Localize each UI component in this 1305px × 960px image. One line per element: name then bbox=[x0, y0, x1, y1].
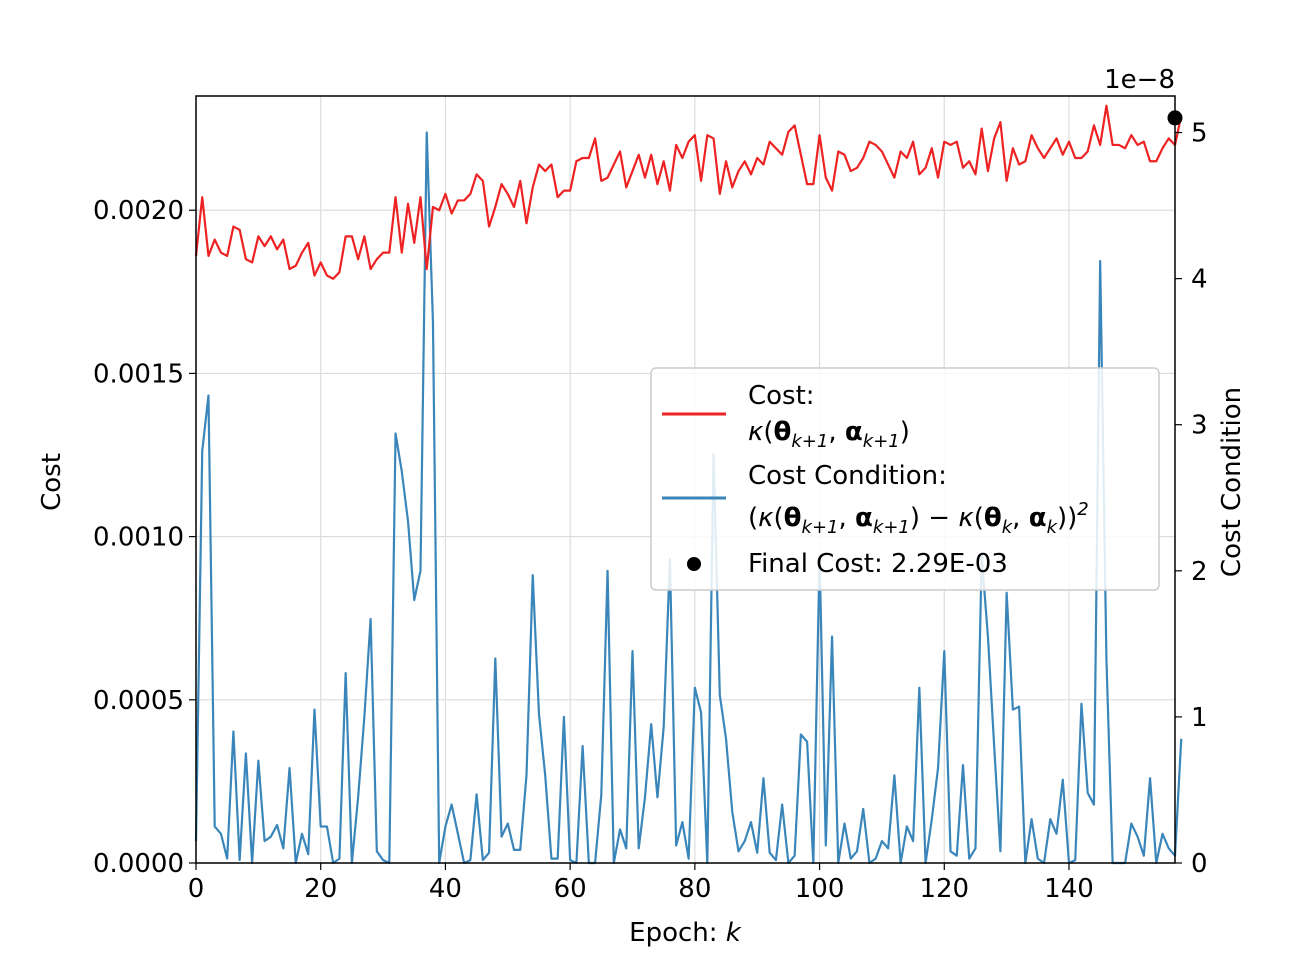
legend-swatch-final bbox=[687, 557, 701, 571]
cost-series bbox=[194, 104, 1183, 280]
x-tick-label: 140 bbox=[1044, 874, 1094, 904]
y-axis-title-right: Cost Condition bbox=[1217, 387, 1247, 577]
y-left-tick-label: 0.0005 bbox=[93, 686, 184, 716]
legend-box bbox=[650, 367, 1160, 591]
axis-ticks: 0 20 40 60 80 100 120 1400.00000.00050.00100.00… bbox=[93, 119, 1208, 904]
y-right-tick-label: 1 bbox=[1191, 703, 1208, 733]
legend-condition-formula: (κ(θk+1, αk+1) − κ(θk, αk))2 bbox=[748, 499, 1089, 538]
x-tick-label: 120 bbox=[919, 874, 969, 904]
x-tick-label: 0 bbox=[188, 874, 205, 904]
final-cost-marker bbox=[1167, 110, 1183, 126]
y-left-tick-label: 0.0020 bbox=[93, 196, 184, 226]
y-left-tick-label: 0.0015 bbox=[93, 359, 184, 389]
plot-frame bbox=[195, 95, 1176, 864]
y-right-tick-label: 4 bbox=[1191, 265, 1208, 295]
legend-cost-title: Cost: bbox=[748, 381, 815, 411]
y-right-tick-label: 5 bbox=[1191, 119, 1208, 149]
y-left-tick-label: 0.0000 bbox=[93, 849, 184, 879]
x-tick-label: 60 bbox=[554, 874, 587, 904]
legend: Cost: κ(θk+1, αk+1) Cost Condition: (κ(θ… bbox=[650, 367, 1160, 591]
y-left-tick-label: 0.0010 bbox=[93, 523, 184, 553]
y-right-tick-label: 0 bbox=[1191, 849, 1208, 879]
x-tick-label: 80 bbox=[678, 874, 711, 904]
y-right-tick-label: 3 bbox=[1191, 411, 1208, 441]
final-cost-point bbox=[1167, 110, 1183, 126]
x-axis-title: Epoch: k bbox=[629, 918, 742, 948]
right-axis-offset: 1e−8 bbox=[1104, 65, 1175, 95]
cost-line bbox=[194, 104, 1183, 280]
x-tick-label: 40 bbox=[429, 874, 462, 904]
legend-final-label: Final Cost: 2.29E-03 bbox=[748, 549, 1008, 579]
legend-condition-title: Cost Condition: bbox=[748, 461, 947, 491]
cost-condition-line bbox=[194, 131, 1183, 865]
y-right-tick-label: 2 bbox=[1191, 557, 1208, 587]
x-tick-label: 100 bbox=[795, 874, 845, 904]
y-axis-title-left: Cost bbox=[37, 453, 67, 511]
x-tick-label: 20 bbox=[304, 874, 337, 904]
cost-condition-series bbox=[194, 131, 1183, 865]
